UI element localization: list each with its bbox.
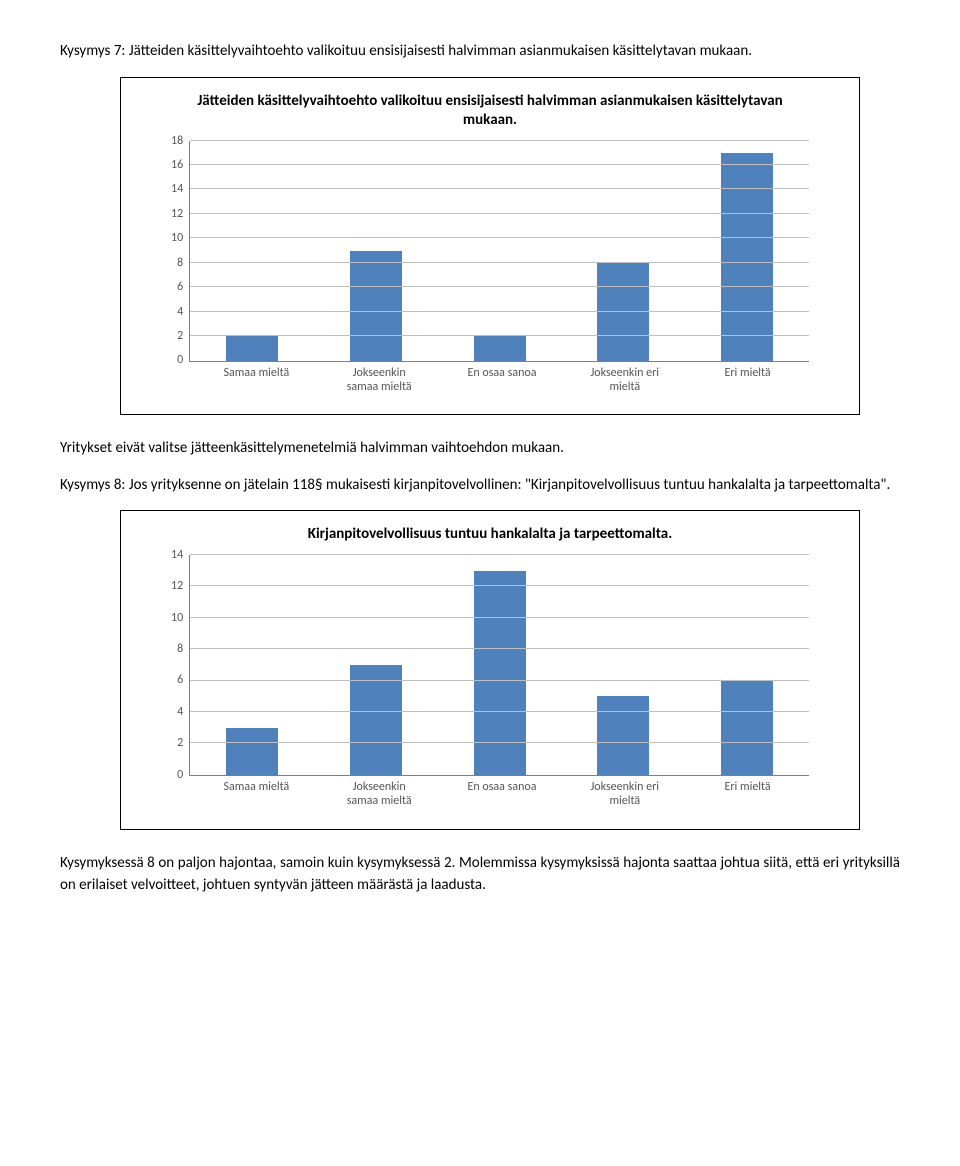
chart1-xtick: En osaa sanoa xyxy=(462,366,542,395)
chart1-gridline xyxy=(190,286,809,287)
q7-intro: Kysymys 7: Jätteiden käsittelyvaihtoehto… xyxy=(60,40,900,63)
chart1-bar xyxy=(474,336,526,360)
chart2-gridline xyxy=(190,554,809,555)
chart1-gridline xyxy=(190,213,809,214)
chart1-xaxis: Samaa mieltä Jokseenkin samaa mieltä En os… xyxy=(195,366,809,395)
chart1-yaxis: 181614121086420 xyxy=(171,141,189,361)
chart1-bar xyxy=(721,153,773,361)
chart1-plot xyxy=(189,141,809,362)
chart2-gridline xyxy=(190,617,809,618)
chart1-xtick: Jokseenkin samaa mieltä xyxy=(339,366,419,395)
q7-conclusion: Yritykset eivät valitse jätteenkäsittely… xyxy=(60,437,900,460)
chart2-xtick: Jokseenkin eri mieltä xyxy=(585,780,665,809)
chart2-plot xyxy=(189,555,809,776)
chart1-bar xyxy=(350,251,402,361)
chart2-bar xyxy=(597,696,649,775)
chart1-gridline xyxy=(190,335,809,336)
chart1-gridline xyxy=(190,188,809,189)
chart1-bar xyxy=(226,336,278,360)
chart2-bar xyxy=(350,665,402,775)
chart2-gridline xyxy=(190,742,809,743)
chart1-xtick: Eri mieltä xyxy=(708,366,788,395)
chart1-frame: Jätteiden käsittelyvaihtoehto valikoituu… xyxy=(120,77,860,416)
chart1-area: 181614121086420 xyxy=(171,141,809,362)
chart2-gridline xyxy=(190,711,809,712)
chart1-xtick: Samaa mieltä xyxy=(216,366,296,395)
chart2-gridline xyxy=(190,680,809,681)
chart1-gridline xyxy=(190,262,809,263)
chart2-area: 14121086420 xyxy=(171,555,809,776)
chart1-xtick: Jokseenkin eri mieltä xyxy=(585,366,665,395)
chart1-gridline xyxy=(190,237,809,238)
chart2-xaxis: Samaa mieltä Jokseenkin samaa mieltä En os… xyxy=(195,780,809,809)
chart2-bar xyxy=(721,681,773,775)
chart2-xtick: Samaa mieltä xyxy=(216,780,296,809)
chart1-gridline xyxy=(190,311,809,312)
chart1-gridline xyxy=(190,140,809,141)
chart1-bars xyxy=(190,141,809,361)
q8-conclusion: Kysymyksessä 8 on paljon hajontaa, samoi… xyxy=(60,852,900,897)
chart2-title: Kirjanpitovelvollisuus tuntuu hankalalta… xyxy=(171,525,809,545)
chart2-bar xyxy=(474,571,526,775)
chart2-gridline xyxy=(190,648,809,649)
chart2-yaxis: 14121086420 xyxy=(171,555,189,775)
chart2-xtick: En osaa sanoa xyxy=(462,780,542,809)
chart1-gridline xyxy=(190,164,809,165)
chart2-frame: Kirjanpitovelvollisuus tuntuu hankalalta… xyxy=(120,510,860,829)
q8-intro: Kysymys 8: Jos yrityksenne on jätelain 1… xyxy=(60,474,900,497)
chart2-xtick: Jokseenkin samaa mieltä xyxy=(339,780,419,809)
chart1-title: Jätteiden käsittelyvaihtoehto valikoituu… xyxy=(171,92,809,131)
chart2-bar xyxy=(226,728,278,775)
chart2-gridline xyxy=(190,585,809,586)
chart2-xtick: Eri mieltä xyxy=(708,780,788,809)
